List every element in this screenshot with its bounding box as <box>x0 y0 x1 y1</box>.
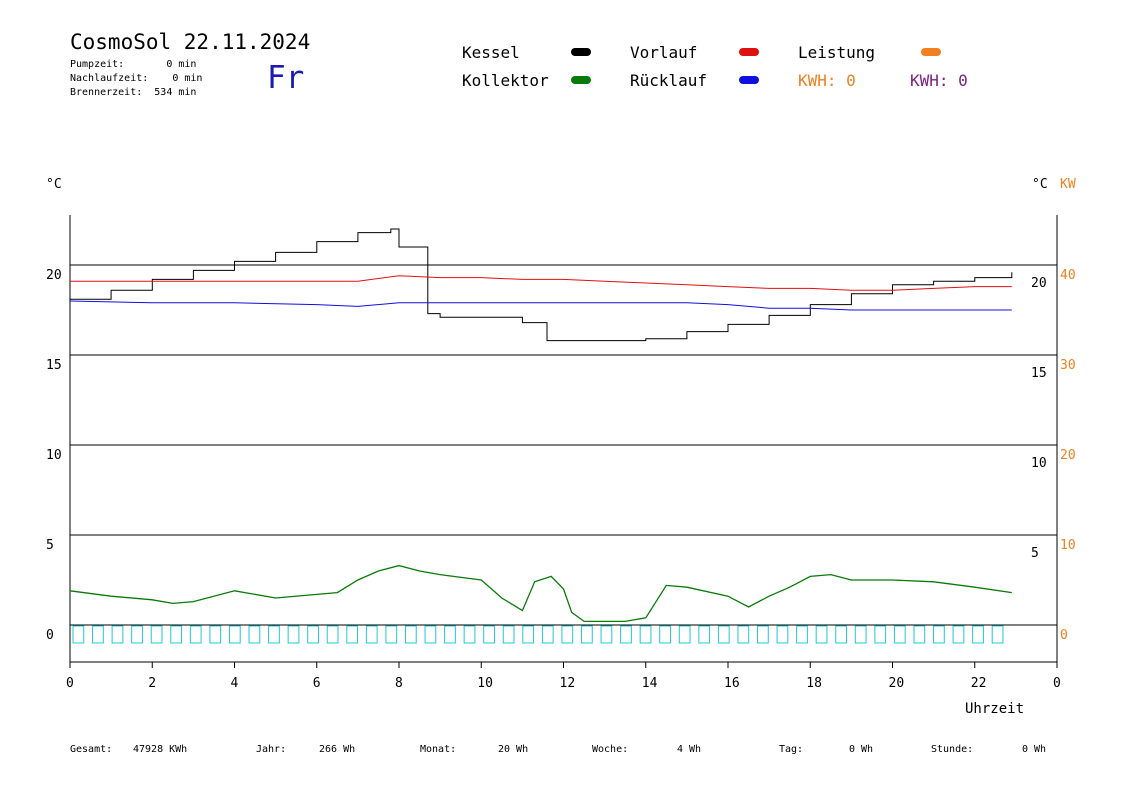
legend-ruecklauf-swatch <box>739 76 759 84</box>
right-axis-kw-unit: KW <box>1060 177 1076 192</box>
pumpzeit-text: Pumpzeit: 0 min <box>70 59 197 70</box>
y-right-tick-label: 15 <box>1031 366 1047 381</box>
x-tick-label: 8 <box>395 676 403 691</box>
x-tick-label: 18 <box>806 676 822 691</box>
x-tick-label: 14 <box>642 676 658 691</box>
legend-kwh-purple: KWH: 0 <box>910 71 968 90</box>
y-right-kw-tick-label: 20 <box>1060 448 1076 463</box>
legend-kessel-label: Kessel <box>462 43 520 62</box>
x-tick-label: 20 <box>889 676 905 691</box>
tag-value: 0 Wh <box>849 744 874 755</box>
jahr-label: Jahr: <box>256 744 287 755</box>
legend-ruecklauf-label: Rücklauf <box>630 71 708 90</box>
legend-vorlauf-swatch <box>739 48 759 56</box>
y-left-tick-label: 20 <box>46 268 62 283</box>
x-tick-label: 22 <box>971 676 987 691</box>
x-tick-label: 0 <box>66 676 74 691</box>
y-right-kw-tick-label: 40 <box>1060 268 1076 283</box>
series-line-vorlauf <box>70 275 1012 291</box>
x-tick-label: 0 <box>1053 676 1061 691</box>
y-right-kw-tick-label: 30 <box>1060 358 1076 373</box>
monat-label: Monat: <box>420 744 457 755</box>
x-tick-label: 16 <box>724 676 740 691</box>
x-tick-label: 2 <box>148 676 156 691</box>
legend-leistung-swatch <box>921 48 941 56</box>
x-tick-label: 4 <box>231 676 239 691</box>
right-axis-unit: °C <box>1032 177 1048 192</box>
legend-kwh-orange: KWH: 0 <box>798 71 856 90</box>
weekday-label: Fr <box>267 60 305 96</box>
gesamt-value: 47928 KWh <box>133 744 188 755</box>
x-tick-label: 12 <box>560 676 576 691</box>
monat-value: 20 Wh <box>498 744 529 755</box>
y-right-kw-tick-label: 10 <box>1060 538 1076 553</box>
pump-cycle-series <box>72 625 1004 644</box>
x-tick-label: 10 <box>477 676 493 691</box>
left-axis-unit: °C <box>46 177 62 192</box>
legend-vorlauf-label: Vorlauf <box>630 43 698 62</box>
x-axis-label: Uhrzeit <box>965 701 1025 717</box>
y-left-tick-label: 15 <box>46 358 62 373</box>
stunde-label: Stunde: <box>931 744 974 755</box>
nachlaufzeit-text: Nachlaufzeit: 0 min <box>70 73 203 84</box>
gesamt-label: Gesamt: <box>70 744 113 755</box>
y-left-tick-label: 10 <box>46 448 62 463</box>
brennerzeit-text: Brennerzeit: 534 min <box>70 87 197 98</box>
x-tick-label: 6 <box>313 676 321 691</box>
y-right-kw-tick-label: 0 <box>1060 628 1068 643</box>
legend-kollektor-label: Kollektor <box>462 71 549 90</box>
woche-label: Woche: <box>592 744 629 755</box>
legend-leistung-label: Leistung <box>798 43 876 62</box>
series-line-rcklauf <box>69 300 1012 311</box>
stunde-value: 0 Wh <box>1022 744 1047 755</box>
y-right-tick-label: 10 <box>1031 456 1047 471</box>
legend-kollektor-swatch <box>571 76 591 84</box>
y-left-tick-label: 5 <box>46 538 54 553</box>
page-title: CosmoSol 22.11.2024 <box>70 30 311 54</box>
tag-label: Tag: <box>779 744 804 755</box>
y-left-tick-label: 0 <box>46 628 54 643</box>
jahr-value: 266 Wh <box>319 744 356 755</box>
y-right-tick-label: 5 <box>1031 546 1039 561</box>
legend-kessel-swatch <box>571 48 591 56</box>
series-line-kollektor <box>69 564 1012 623</box>
y-right-tick-label: 20 <box>1031 276 1047 291</box>
series-line-kessel <box>70 228 1013 342</box>
woche-value: 4 Wh <box>677 744 702 755</box>
